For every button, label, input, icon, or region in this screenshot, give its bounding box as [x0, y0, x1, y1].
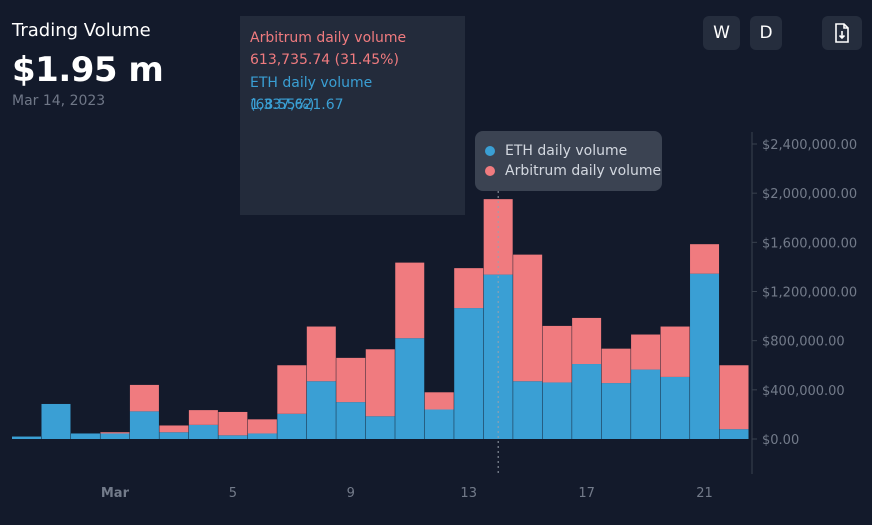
y-tick-label: $1,200,000.00 [762, 286, 857, 301]
bar-eth [188, 424, 218, 439]
legend-dot-eth [485, 146, 495, 156]
bar-eth [690, 273, 720, 439]
x-tick-label: 17 [578, 486, 595, 501]
y-tick-label: $800,000.00 [762, 335, 845, 350]
week-button[interactable]: W [703, 16, 740, 50]
hover-tooltip: Arbitrum daily volume 613,735.74 (31.45%… [240, 16, 465, 215]
bar-eth [247, 433, 277, 439]
bar-eth [395, 338, 425, 439]
current-date: Mar 14, 2023 [12, 93, 106, 109]
bar-eth [454, 308, 484, 439]
bar-arbitrum [188, 410, 218, 425]
bar-eth [601, 383, 631, 439]
y-tick-label: $2,000,000.00 [762, 187, 857, 202]
bar-arbitrum [631, 334, 661, 370]
y-tick-label: $1,600,000.00 [762, 236, 857, 251]
x-tick-label: 5 [229, 486, 237, 501]
x-tick-label: 21 [696, 486, 713, 501]
y-tick-label: $2,400,000.00 [762, 138, 857, 153]
bar-eth [719, 429, 749, 439]
bar-arbitrum [159, 425, 189, 433]
bar-arbitrum [690, 244, 720, 274]
tooltip-arb-value: 613,735.74 (31.45%) [250, 52, 399, 68]
bar-eth [424, 409, 454, 439]
x-tick-label: 9 [347, 486, 355, 501]
bar-eth [306, 381, 336, 439]
tooltip-eth-label: ETH daily volume 1,337,621.67 [250, 75, 373, 113]
bar-arbitrum [336, 357, 366, 403]
bar-arbitrum [100, 432, 130, 434]
day-button[interactable]: D [750, 16, 782, 50]
bar-eth [513, 381, 543, 439]
bar-arbitrum [601, 348, 631, 384]
bar-eth [365, 416, 395, 439]
chart-title: Trading Volume [12, 20, 151, 41]
bar-eth [660, 376, 690, 439]
bar-arbitrum [424, 392, 454, 410]
bar-arbitrum [542, 325, 572, 383]
y-tick-label: $400,000.00 [762, 384, 845, 399]
bar-arbitrum [572, 317, 602, 365]
legend-item-arb[interactable]: Arbitrum daily volume [485, 161, 661, 181]
bar-eth [12, 436, 41, 439]
bar-eth [542, 382, 572, 439]
bar-arbitrum [719, 365, 749, 430]
tooltip-arb-label: Arbitrum daily volume [250, 30, 407, 46]
bar-eth [277, 413, 307, 439]
bar-eth [336, 402, 366, 439]
bar-arbitrum [129, 384, 159, 412]
bar-eth [631, 369, 661, 439]
bar-arbitrum [277, 365, 307, 414]
document-export-icon [835, 23, 849, 43]
bar-arbitrum [395, 262, 425, 339]
x-tick-label: 13 [460, 486, 477, 501]
x-tick-label: Mar [101, 486, 130, 501]
bar-arbitrum [365, 349, 395, 417]
bar-arbitrum [660, 326, 690, 377]
chart-legend: ETH daily volume Arbitrum daily volume [475, 131, 662, 191]
export-button[interactable] [822, 16, 862, 50]
tooltip-eth-value: (68.55%) [250, 97, 315, 113]
bar-arbitrum [306, 326, 336, 382]
bar-arbitrum [218, 411, 248, 436]
legend-label-eth: ETH daily volume [505, 143, 628, 159]
bar-eth [129, 411, 159, 439]
bar-arbitrum [247, 419, 277, 434]
legend-item-eth[interactable]: ETH daily volume [485, 141, 627, 161]
bar-eth [41, 403, 71, 439]
bar-eth [70, 433, 100, 439]
legend-label-arb: Arbitrum daily volume [505, 163, 662, 179]
bar-eth [218, 435, 248, 439]
bar-eth [100, 433, 130, 439]
y-tick-label: $0.00 [762, 433, 799, 448]
bar-arbitrum [454, 268, 484, 309]
current-volume-value: $1.95 m [12, 50, 164, 90]
bar-eth [159, 432, 189, 439]
legend-dot-arb [485, 166, 495, 176]
bar-arbitrum [513, 254, 543, 382]
bar-eth [572, 364, 602, 439]
